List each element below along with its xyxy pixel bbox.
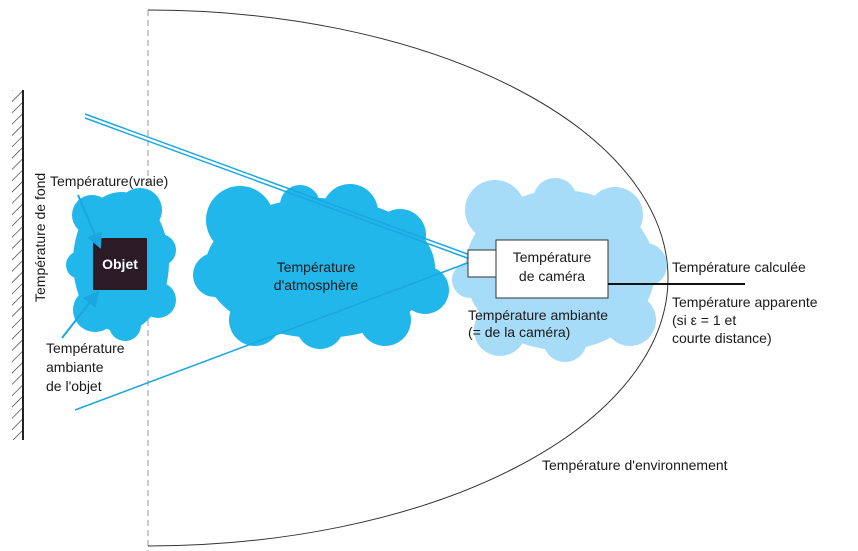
- camera-ambient-label: Température ambiante: [468, 307, 608, 323]
- arrow: [77, 194, 102, 249]
- sight-line: [84, 113, 471, 256]
- true-temp-label: Température(vraie): [50, 173, 168, 189]
- camera-label: Température: [513, 249, 592, 265]
- wall-hatch: [12, 90, 22, 440]
- camera-lens: [467, 249, 497, 278]
- arrow: [61, 290, 100, 339]
- object-ambient-label: ambiante: [46, 359, 104, 375]
- sight-line: [84, 117, 471, 260]
- camera-label: de caméra: [519, 268, 585, 284]
- object-ambient-label: Température: [46, 340, 125, 356]
- environment-boundary: [147, 9, 669, 547]
- atmosphere-label: Température: [277, 259, 356, 275]
- object-label: Objet: [102, 256, 138, 272]
- sight-line: [74, 261, 471, 411]
- atmosphere-label: d'atmosphère: [274, 277, 359, 293]
- background-label: Température de fond: [32, 173, 48, 302]
- apparent-label: courte distance): [672, 330, 772, 346]
- calculated-label: Température calculée: [672, 259, 806, 275]
- object-box: [93, 238, 147, 290]
- apparent-label: Température apparente: [672, 294, 818, 310]
- object-ambient-label: de l'objet: [46, 378, 102, 394]
- camera-ambient-label: (= de la caméra): [468, 324, 570, 340]
- apparent-label: (si ε = 1 et: [672, 312, 736, 328]
- environment-label: Température d'environnement: [542, 457, 728, 473]
- camera-body: [495, 239, 609, 299]
